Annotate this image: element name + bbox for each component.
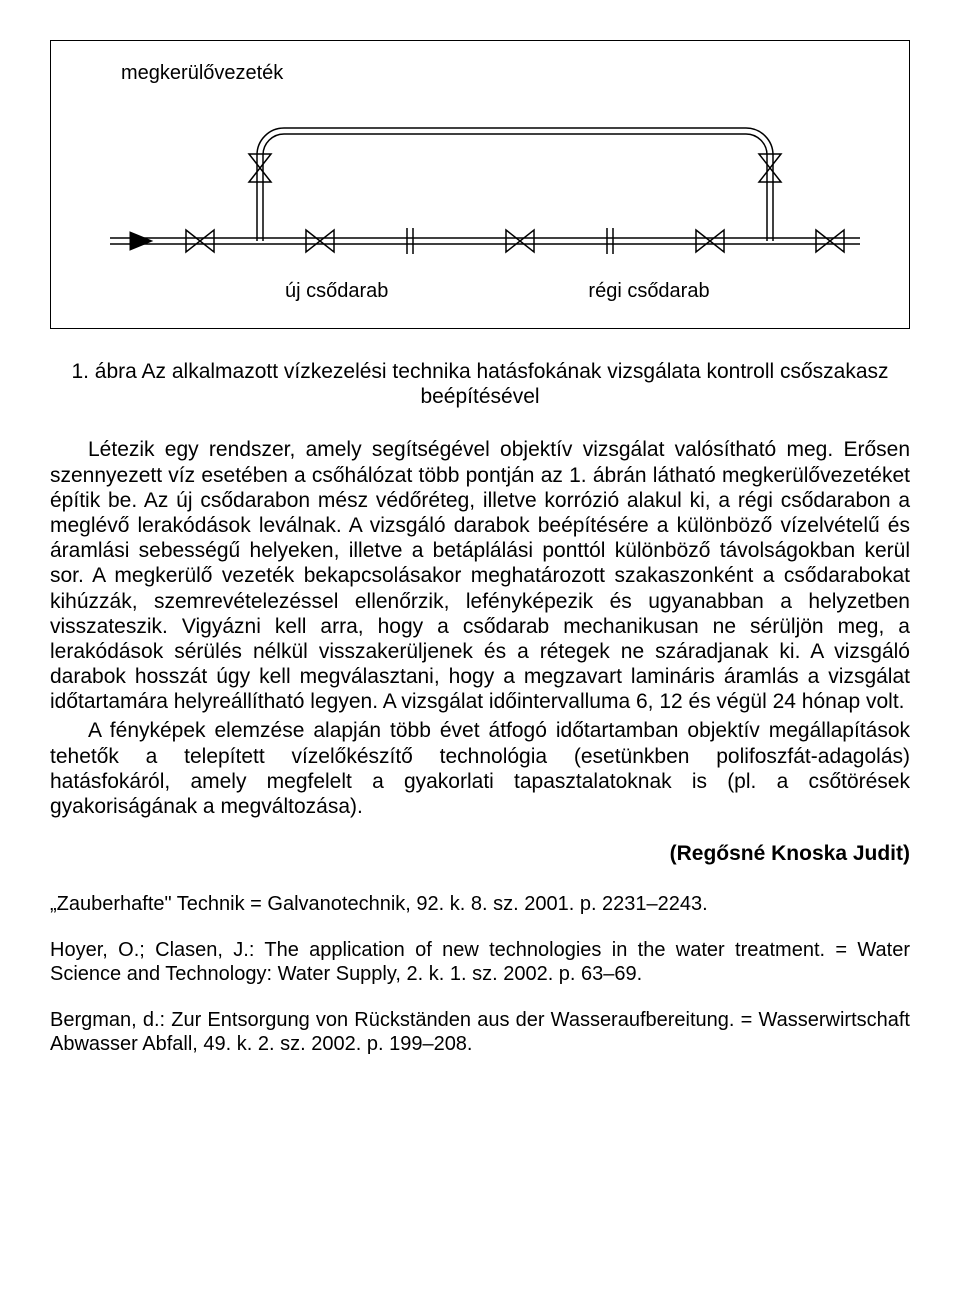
reference-2: Hoyer, O.; Clasen, J.: The application o… [50,938,910,986]
figure-bottom-labels: új csődarab régi csődarab [90,279,870,303]
figure-caption: 1. ábra Az alkalmazott vízkezelési techn… [50,359,910,409]
reference-3: Bergman, d.: Zur Entsorgung von Rückstän… [50,1008,910,1056]
figure-right-label: régi csődarab [588,279,709,303]
reference-1: „Zauberhafte" Technik = Galvanotechnik, … [50,892,910,916]
paragraph-2: A fényképek elemzése alapján több évet á… [50,718,910,819]
pipe-diagram [90,91,870,271]
figure-container: megkerülővezeték új csődarab régi csődar… [50,40,910,329]
paragraph-1: Létezik egy rendszer, amely segítségével… [50,437,910,714]
figure-top-label: megkerülővezeték [121,61,879,85]
figure-left-label: új csődarab [285,279,388,303]
author-line: (Regősné Knoska Judit) [50,841,910,866]
